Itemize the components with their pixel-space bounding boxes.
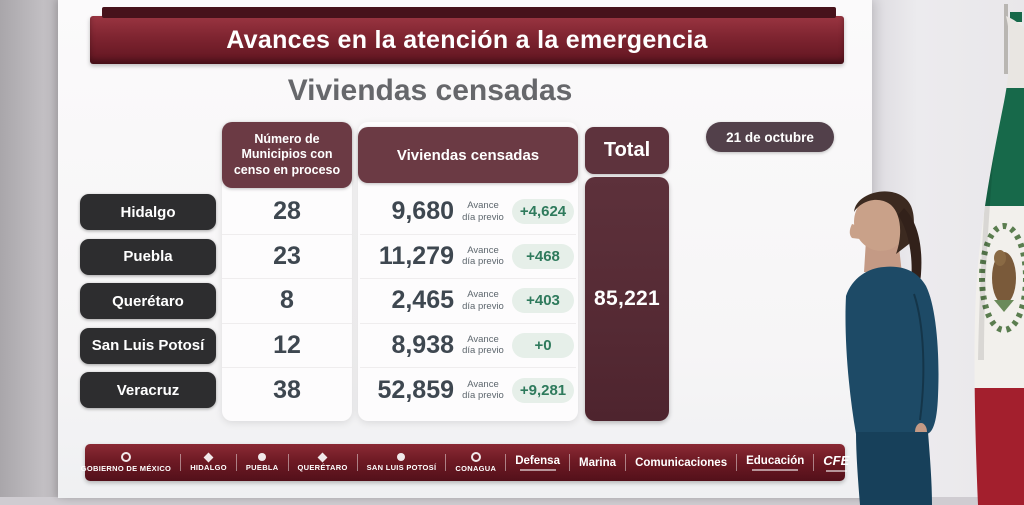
arm-seam [913, 293, 925, 421]
slide-title: Avances en la atención a la emergencia [226, 25, 708, 54]
logo-educacion: Educación [746, 455, 804, 471]
viviendas-row: 52,859 Avance día previo +9,281 [360, 368, 576, 413]
flag-pole [1004, 4, 1008, 74]
viviendas-row: 9,680 Avance día previo +4,624 [360, 190, 576, 235]
flag-red-band [974, 388, 1024, 505]
delta-badge: +403 [512, 288, 574, 314]
delta-badge: +0 [512, 332, 574, 358]
logo-hidalgo: HIDALGO [190, 452, 227, 472]
logo-divider [180, 454, 182, 471]
skirt [856, 432, 932, 505]
date-badge: 21 de octubre [706, 122, 834, 152]
logo-queretaro: QUERÉTARO [298, 452, 348, 472]
viviendas-column-header: Viviendas censadas [358, 127, 578, 183]
logo-divider [505, 454, 507, 471]
delta-badge: +4,624 [512, 199, 574, 225]
municipios-value: 12 [222, 324, 352, 368]
states-column: Hidalgo Puebla Querétaro San Luis Potosí… [80, 190, 216, 413]
municipios-header-line3: censo en proceso [233, 162, 341, 177]
viviendas-row: 11,279 Avance día previo +468 [360, 235, 576, 279]
municipios-header-line2: Municipios con [241, 147, 333, 162]
logo-marina: Marina [578, 456, 617, 469]
municipios-header-line1: Número de [254, 131, 320, 146]
flag-coat-of-arms [979, 223, 1024, 333]
ponytail [898, 208, 922, 291]
logo-strip: Gobierno de México HIDALGO PUEBLA QUERÉT… [81, 444, 849, 481]
viviendas-value: 11,279 [378, 241, 454, 270]
logo-divider [736, 454, 738, 471]
puebla-crest-icon [258, 453, 267, 461]
logo-comunicaciones: Comunicaciones [635, 456, 728, 469]
queretaro-crest-icon [317, 452, 328, 462]
logo-divider [568, 454, 570, 471]
viviendas-value: 8,938 [391, 330, 454, 359]
viviendas-row: 2,465 Avance día previo +403 [360, 279, 576, 324]
logo-divider [625, 454, 627, 471]
logo-subtext-bar [519, 468, 556, 471]
logo-puebla: PUEBLA [246, 453, 279, 472]
flag-fold-shadow [978, 100, 998, 360]
conagua-icon [470, 452, 481, 462]
state-pill: Puebla [80, 238, 216, 275]
hidalgo-crest-icon [203, 452, 214, 462]
slide-subtitle: Viviendas censadas [287, 74, 573, 107]
projection-screen: Avances en la atención a la emergencia V… [58, 0, 872, 498]
municipios-value: 38 [273, 375, 301, 404]
logo-conagua: CONAGUA [455, 452, 496, 473]
logo-subtext-bar [751, 468, 799, 471]
viviendas-row: 8,938 Avance día previo +0 [360, 324, 576, 368]
avance-label: Avance día previo [462, 244, 504, 268]
logo-divider [235, 454, 237, 471]
municipios-column-header: Número de Municipios con censo en proces… [222, 122, 352, 188]
total-column-header: Total [585, 127, 669, 174]
hair [854, 191, 914, 254]
avance-label: Avance día previo [462, 200, 504, 223]
total-column-body: 85,221 [585, 177, 669, 421]
logo-cfe: CFE [823, 453, 849, 472]
wall-left [0, 0, 62, 505]
total-value: 85,221 [593, 287, 661, 310]
municipios-value: 8 [222, 279, 352, 324]
logo-divider [813, 454, 815, 471]
face-profile [849, 224, 860, 239]
delta-badge: +9,281 [512, 377, 574, 403]
logo-san-luis-potosi: SAN LUIS POTOSÍ [367, 453, 437, 472]
viviendas-header-label: Viviendas censadas [396, 146, 540, 164]
logo-divider [287, 454, 289, 471]
viviendas-values: 9,680 Avance día previo +4,624 11,279 Ava… [360, 190, 576, 413]
avance-label: Avance día previo [462, 289, 504, 312]
eagle-icon [120, 452, 131, 462]
municipios-values: 28 23 8 12 38 [222, 190, 352, 413]
municipios-value: 23 [222, 235, 352, 279]
delta-badge: +468 [512, 243, 574, 269]
avance-label: Avance día previo [462, 378, 504, 402]
viviendas-value: 2,465 [391, 286, 454, 315]
mexican-flag [974, 4, 1024, 505]
municipios-value: 28 [222, 190, 352, 235]
avance-label: Avance día previo [462, 333, 504, 357]
state-pill: Querétaro [80, 283, 216, 320]
viviendas-value: 52,859 [377, 375, 454, 404]
logo-defensa: Defensa [515, 455, 560, 471]
floor [0, 497, 1024, 505]
logo-divider [356, 454, 358, 471]
person-woman-profile [845, 191, 939, 505]
viviendas-value: 9,680 [391, 197, 454, 226]
suit-jacket [845, 266, 939, 434]
state-pill: Veracruz [80, 372, 216, 409]
logo-gobierno-de-mexico: Gobierno de México [81, 452, 171, 473]
slide-title-banner: Avances en la atención a la emergencia [90, 7, 844, 64]
state-pill: San Luis Potosí [80, 327, 216, 364]
state-pill: Hidalgo [80, 194, 216, 231]
slp-crest-icon [397, 453, 406, 461]
logo-subtext-bar [825, 470, 847, 472]
logo-divider [445, 454, 447, 471]
